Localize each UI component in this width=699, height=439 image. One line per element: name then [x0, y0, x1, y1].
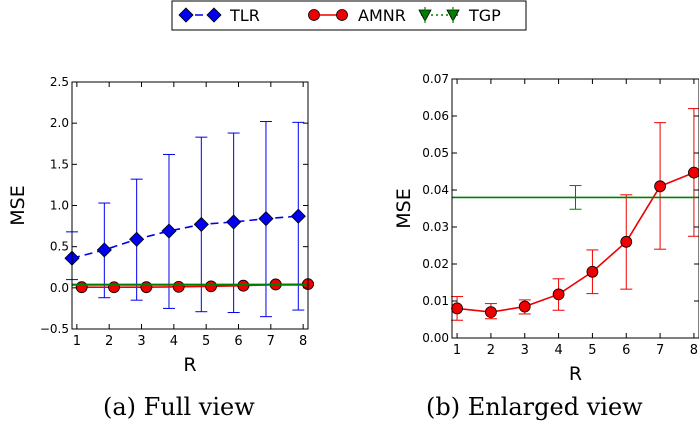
legend-item-tgp: TGP — [418, 6, 501, 25]
legend-marker — [178, 7, 194, 23]
y-tick-label: 2.0 — [50, 116, 69, 130]
series-tgp — [452, 185, 699, 210]
y-tick-label: 0.0 — [50, 281, 69, 295]
caption-a: (a) Full view — [103, 393, 255, 421]
y-tick-label: 0.04 — [422, 183, 449, 197]
y-tick-label: 0.5 — [50, 240, 69, 254]
plot-area — [64, 121, 314, 318]
y-tick-label: 0.06 — [422, 109, 449, 123]
data-point — [258, 211, 274, 227]
series-amnr — [451, 108, 699, 321]
x-tick-label: 6 — [622, 343, 630, 358]
y-axis-label: MSE — [393, 188, 415, 228]
data-point — [518, 300, 531, 313]
legend-label: TLR — [229, 6, 260, 25]
legend-item-tlr: TLR — [178, 6, 260, 25]
x-tick-label: 6 — [234, 334, 242, 349]
x-tick-label: 8 — [299, 334, 307, 349]
x-tick-label: 1 — [453, 343, 461, 358]
y-tick-label: 1.5 — [50, 157, 69, 171]
y-tick-label: 0.01 — [422, 294, 449, 308]
x-tick-label: 8 — [690, 343, 698, 358]
x-tick-label: 2 — [487, 343, 495, 358]
x-tick-label: 5 — [202, 334, 210, 349]
legend-label: TGP — [468, 6, 501, 25]
x-tick-label: 1 — [73, 334, 81, 349]
data-point — [552, 288, 565, 301]
data-point — [161, 223, 177, 239]
x-tick-label: 3 — [521, 343, 529, 358]
x-tick-label: 4 — [554, 343, 562, 358]
plot-area — [451, 108, 699, 321]
data-point — [75, 281, 88, 294]
data-point — [654, 180, 666, 193]
data-point — [96, 242, 112, 258]
x-tick-label: 3 — [137, 334, 145, 349]
x-tick-label: 7 — [656, 343, 664, 358]
data-point — [688, 166, 699, 179]
y-axis-label: MSE — [7, 185, 29, 225]
x-tick-label: 5 — [588, 343, 596, 358]
legend-marker — [336, 9, 348, 21]
data-point — [451, 302, 463, 315]
data-point — [290, 208, 306, 224]
y-tick-label: 0.07 — [422, 72, 449, 86]
axes-frame — [451, 78, 699, 339]
y-tick-label: −0.5 — [40, 322, 69, 336]
data-point — [620, 235, 633, 248]
data-point — [193, 216, 209, 233]
x-tick-label: 7 — [267, 334, 275, 349]
y-tick-label: 0.02 — [422, 257, 449, 271]
chart-panel-a: −0.5 0.0 0.5 1.0 1.5 2.0 2.5 1 2 3 4 5 6 7 8 R MSE — [7, 75, 314, 376]
data-point — [586, 265, 599, 278]
chart-panel-b: 0.00 0.01 0.02 0.03 0.04 0.05 0.06 0.07 1 2 3 4 5 6 7 8… — [393, 72, 699, 385]
x-tick-label: 4 — [170, 334, 178, 349]
legend: TLR AMNR TGP — [171, 0, 527, 31]
x-axis-label: R — [569, 363, 582, 385]
y-tick-label: 0.05 — [422, 146, 449, 160]
legend-marker — [308, 9, 320, 21]
axes-frame — [71, 81, 309, 330]
legend-item-amnr: AMNR — [308, 6, 406, 25]
data-point — [129, 231, 145, 247]
legend-label: AMNR — [358, 6, 406, 25]
legend-box — [171, 0, 527, 31]
caption-b: (b) Enlarged view — [426, 393, 643, 421]
legend-marker — [206, 7, 222, 23]
data-point — [485, 306, 497, 319]
data-point — [226, 214, 242, 230]
x-axis-label: R — [183, 354, 196, 376]
data-point — [172, 280, 185, 293]
y-tick-label: 0.00 — [422, 331, 449, 345]
data-point — [140, 281, 153, 294]
y-tick-label: 0.03 — [422, 220, 449, 234]
data-point — [205, 280, 217, 293]
y-tick-label: 2.5 — [50, 75, 69, 89]
y-tick-label: 1.0 — [50, 199, 69, 213]
x-tick-label: 2 — [105, 334, 113, 349]
data-point — [108, 281, 120, 294]
